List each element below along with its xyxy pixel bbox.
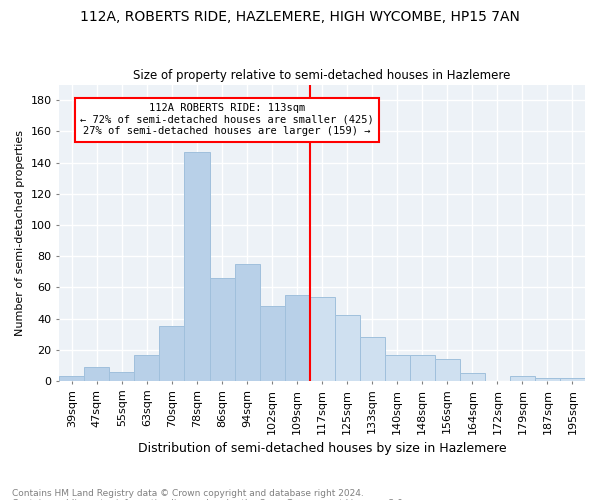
Text: 112A, ROBERTS RIDE, HAZLEMERE, HIGH WYCOMBE, HP15 7AN: 112A, ROBERTS RIDE, HAZLEMERE, HIGH WYCO… <box>80 10 520 24</box>
Bar <box>385 354 410 381</box>
Bar <box>460 373 485 381</box>
Bar <box>160 326 184 381</box>
Bar <box>209 278 235 381</box>
Bar <box>510 376 535 381</box>
Bar <box>109 372 134 381</box>
Bar <box>410 354 435 381</box>
Text: Contains public sector information licensed under the Open Government Licence v3: Contains public sector information licen… <box>12 498 406 500</box>
Bar <box>435 359 460 381</box>
Bar <box>134 354 160 381</box>
Title: Size of property relative to semi-detached houses in Hazlemere: Size of property relative to semi-detach… <box>133 69 511 82</box>
Bar <box>535 378 560 381</box>
Bar <box>360 338 385 381</box>
Bar <box>59 376 85 381</box>
Bar <box>560 378 585 381</box>
Bar <box>284 295 310 381</box>
Text: Contains HM Land Registry data © Crown copyright and database right 2024.: Contains HM Land Registry data © Crown c… <box>12 488 364 498</box>
Bar <box>85 367 109 381</box>
Bar <box>310 297 335 381</box>
Text: 112A ROBERTS RIDE: 113sqm
← 72% of semi-detached houses are smaller (425)
27% of: 112A ROBERTS RIDE: 113sqm ← 72% of semi-… <box>80 104 374 136</box>
X-axis label: Distribution of semi-detached houses by size in Hazlemere: Distribution of semi-detached houses by … <box>138 442 506 455</box>
Bar <box>235 264 260 381</box>
Bar <box>260 306 284 381</box>
Y-axis label: Number of semi-detached properties: Number of semi-detached properties <box>15 130 25 336</box>
Bar <box>335 316 360 381</box>
Bar <box>184 152 209 381</box>
